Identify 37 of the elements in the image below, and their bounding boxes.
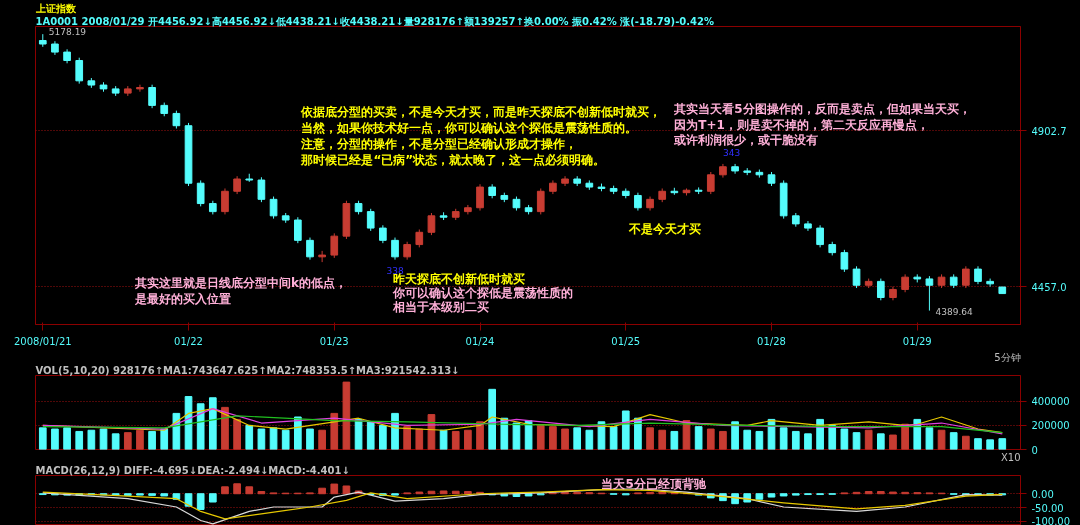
x-tick-label: 01/29 [902, 335, 932, 347]
y-tick-label: 0 [1031, 444, 1038, 456]
x-tick-label: 01/28 [757, 335, 786, 347]
annotation: 4389.64 [935, 306, 973, 317]
chart-title: MACD(26,12,9) DIFF:-4.695↓DEA:-2.494↓MACD:-4.401↓ [35, 464, 350, 476]
annotation: 注意，分型的操作，不是分型已经确认形成才操作， [300, 136, 578, 151]
chart-subtitle: 1A0001 2008/01/29 开4456.92↓高4456.92↓低4438.21↓收4438.21↓量928176↑额139257↑换0.00% 振0.42% 涨(-18.79)-0.42% [35, 15, 715, 27]
y-tick-label: 4902.7 [1031, 125, 1067, 137]
annotation: 当天5分已经顶背驰 [601, 476, 707, 491]
text: X10 [1000, 451, 1021, 463]
x-tick-label: 2008/01/21 [13, 335, 72, 347]
text: 5分钟 [994, 351, 1021, 363]
y-tick-label: -100.00 [1031, 516, 1071, 525]
y-tick-label: 4457.0 [1031, 281, 1067, 293]
y-tick-label: 200000 [1031, 420, 1070, 432]
annotation: 当然，如果你技术好一点，你可以确认这个探低是震荡性质的。 [301, 121, 638, 136]
annotation: 其实当天看5分图操作的，反而是卖点，但如果当天买， [673, 101, 971, 116]
annotation: 因为T+1，则是卖不掉的，第二天反应再慢点， [674, 117, 929, 132]
y-tick-label: 400000 [1031, 396, 1070, 408]
y-tick-label: 0.00 [1031, 488, 1054, 500]
annotation: 你可以确认这个探低是震荡性质的 [391, 285, 573, 300]
annotation: 其实这里就是日线底分型中间k的低点， [134, 276, 348, 291]
annotation: 5178.19 [48, 27, 87, 38]
annotation: 343 [722, 147, 741, 158]
annotation: 不是今天才买 [628, 222, 702, 237]
annotation: 或许利润很少，或干脆没有 [673, 133, 819, 148]
annotation: 那时候已经是“已病”状态，就太晚了，这一点必须明确。 [300, 152, 606, 167]
x-tick-label: 01/25 [611, 335, 641, 347]
annotation: 相当于本级别二买 [391, 299, 489, 314]
y-tick-label: -50.00 [1031, 502, 1064, 514]
x-tick-label: 01/22 [174, 335, 203, 347]
annotation: 依据底分型的买卖，不是今天才买，而是昨天探底不创新低时就买， [300, 105, 662, 120]
x-tick-label: 01/23 [319, 335, 349, 347]
x-tick-label: 01/24 [465, 335, 495, 347]
annotation: 是最好的买入位置 [134, 291, 232, 306]
chart-title: VOL(5,10,20) 928176↑MA1:743647.625↑MA2:748353.5↑MA3:921542.313↓ [35, 364, 460, 376]
chart-title: 上证指数 [34, 2, 77, 14]
